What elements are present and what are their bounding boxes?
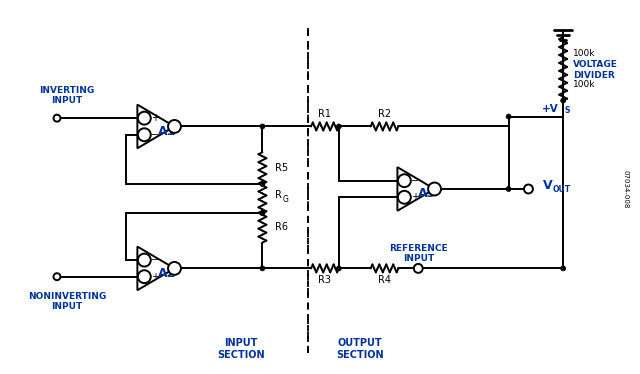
Text: OUT: OUT: [552, 186, 570, 194]
Text: INPUT: INPUT: [51, 96, 83, 105]
Text: OUTPUT: OUTPUT: [337, 338, 382, 348]
Text: A1: A1: [158, 125, 177, 138]
Text: A3: A3: [418, 187, 436, 200]
Text: −: −: [151, 130, 159, 140]
Text: S: S: [564, 106, 570, 115]
Text: INPUT: INPUT: [51, 302, 83, 311]
Circle shape: [260, 266, 265, 271]
Text: +: +: [151, 113, 159, 123]
Text: 7: 7: [172, 264, 177, 273]
Text: INPUT: INPUT: [224, 338, 257, 348]
Circle shape: [398, 191, 411, 204]
Polygon shape: [397, 167, 435, 211]
Circle shape: [260, 211, 265, 216]
Text: −: −: [412, 176, 419, 186]
Circle shape: [138, 270, 151, 283]
Text: REFERENCE: REFERENCE: [389, 244, 447, 253]
Text: +: +: [151, 272, 159, 282]
Circle shape: [428, 183, 441, 196]
Circle shape: [524, 184, 533, 193]
Text: 100k: 100k: [573, 49, 596, 58]
Text: +: +: [412, 192, 419, 202]
Circle shape: [138, 128, 151, 141]
Circle shape: [414, 264, 423, 273]
Text: DIVIDER: DIVIDER: [573, 71, 615, 80]
Text: R2: R2: [378, 108, 391, 119]
Circle shape: [561, 266, 566, 271]
Text: 1: 1: [172, 122, 177, 131]
Text: R3: R3: [319, 275, 332, 285]
Polygon shape: [138, 246, 175, 290]
Circle shape: [260, 181, 265, 187]
Circle shape: [138, 112, 151, 125]
Text: 100k: 100k: [573, 80, 596, 89]
Circle shape: [260, 124, 265, 129]
Text: R6: R6: [275, 222, 289, 232]
Text: V: V: [543, 178, 553, 191]
Text: INPUT: INPUT: [403, 254, 434, 263]
Text: R4: R4: [378, 275, 391, 285]
Circle shape: [54, 273, 60, 280]
Circle shape: [54, 115, 60, 122]
Text: 2: 2: [142, 130, 147, 139]
Text: 5: 5: [142, 272, 147, 281]
Circle shape: [138, 254, 151, 267]
Polygon shape: [138, 105, 175, 148]
Text: A2: A2: [158, 267, 177, 280]
Text: SECTION: SECTION: [336, 350, 383, 360]
Circle shape: [337, 124, 341, 129]
Text: 07034-008: 07034-008: [623, 170, 628, 208]
Text: VOLTAGE: VOLTAGE: [573, 61, 618, 70]
Text: INVERTING: INVERTING: [39, 86, 95, 95]
Circle shape: [561, 98, 566, 103]
Text: 2: 2: [402, 176, 407, 185]
Circle shape: [337, 266, 341, 271]
Text: 6: 6: [142, 255, 147, 264]
Text: SECTION: SECTION: [217, 350, 264, 360]
Circle shape: [168, 120, 181, 133]
Text: 3: 3: [402, 193, 407, 202]
Text: +V: +V: [541, 104, 558, 114]
Text: −: −: [151, 255, 159, 265]
Text: R5: R5: [275, 163, 289, 173]
Text: 6: 6: [432, 184, 437, 193]
Text: G: G: [282, 195, 288, 204]
Text: 3: 3: [142, 114, 147, 123]
Circle shape: [506, 114, 511, 119]
Text: R: R: [275, 190, 282, 200]
Circle shape: [168, 262, 181, 275]
Circle shape: [506, 187, 511, 191]
Text: NONINVERTING: NONINVERTING: [28, 292, 106, 301]
Circle shape: [398, 174, 411, 187]
Text: R1: R1: [319, 108, 332, 119]
